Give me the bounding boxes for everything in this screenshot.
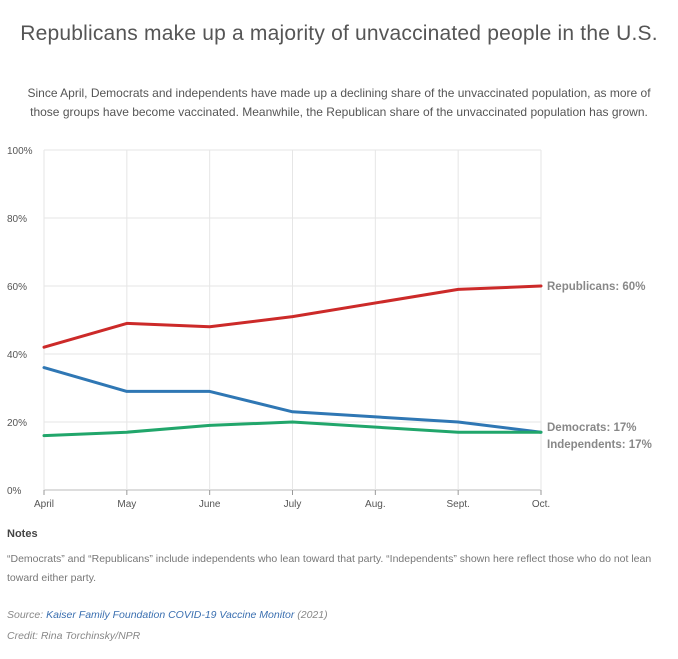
republicans-line (42, 284, 543, 349)
source-line: Source: Kaiser Family Foundation COVID-1… (7, 609, 328, 621)
y-tick-label: 40% (7, 350, 27, 361)
x-tick-label: July (284, 499, 302, 510)
independents-line (42, 420, 543, 438)
chart-title: Republicans make up a majority of unvacc… (20, 22, 658, 45)
line-chart: 0% 20% 40% 60% 80% 100% April May June July Aug. Se… (7, 146, 652, 510)
source-prefix: Source: (7, 609, 47, 621)
credit-line: Credit: Rina Torchinsky/NPR (7, 630, 141, 642)
republicans-end-label: Republicans: 60% (547, 281, 645, 293)
y-tick-label: 100% (7, 146, 33, 157)
notes-heading: Notes (7, 528, 38, 540)
x-tick-label: May (117, 499, 136, 510)
x-tick-label: Oct. (532, 499, 550, 510)
source-suffix: (2021) (294, 609, 328, 621)
source-link[interactable]: Kaiser Family Foundation COVID-19 Vaccin… (46, 609, 295, 621)
y-tick-label: 60% (7, 282, 27, 293)
democrats-end-label: Democrats: 17% (547, 422, 636, 434)
independents-end-label: Independents: 17% (547, 439, 652, 451)
x-tick-label: Aug. (365, 499, 386, 510)
x-tick-label: June (199, 499, 221, 510)
chart-subtitle: Since April, Democrats and independents … (27, 86, 651, 119)
y-tick-label: 20% (7, 418, 27, 429)
y-tick-label: 0% (7, 486, 22, 497)
democrats-line (42, 366, 543, 434)
y-tick-label: 80% (7, 214, 27, 225)
x-tick-label: Sept. (446, 499, 469, 510)
notes-text: “Democrats” and “Republicans” include in… (7, 553, 652, 584)
x-tick-label: April (34, 499, 54, 510)
